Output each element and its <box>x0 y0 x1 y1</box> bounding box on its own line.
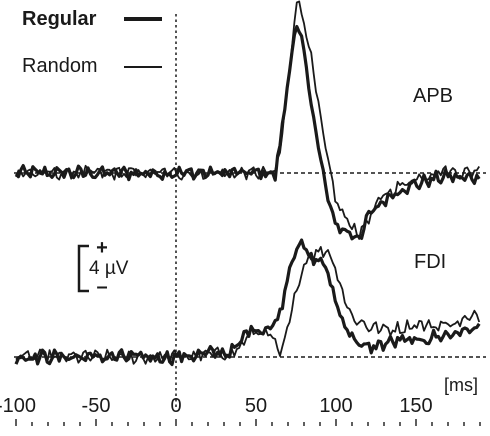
legend: Regular Random <box>22 8 162 77</box>
panel-label-apb: APB <box>413 85 453 107</box>
scale-bar: + 4 µV – <box>77 237 129 298</box>
scale-bar-minus: – <box>96 276 107 298</box>
traces <box>14 0 481 367</box>
scale-bar-label: 4 µV <box>89 258 129 279</box>
trace-fdi-regular <box>14 238 481 367</box>
x-tick-label: 150 <box>399 395 432 417</box>
panel-label-fdi: FDI <box>414 251 446 273</box>
x-tick-label: 0 <box>170 395 181 417</box>
x-tick-label: -100 <box>0 395 36 417</box>
trace-fdi-random <box>15 246 481 365</box>
x-axis: [ms] -100 -50 0 50 100 150 <box>0 375 481 426</box>
x-tick-label: 50 <box>245 395 267 417</box>
x-tick-label: 100 <box>319 395 352 417</box>
x-axis-unit-label: [ms] <box>444 375 478 395</box>
scale-bar-plus: + <box>96 237 108 259</box>
x-tick-label: -50 <box>82 395 111 417</box>
legend-label-random: Random <box>22 55 98 77</box>
trace-apb-random <box>15 0 480 240</box>
scale-bar-bracket <box>77 244 89 293</box>
legend-label-regular: Regular <box>22 8 97 30</box>
